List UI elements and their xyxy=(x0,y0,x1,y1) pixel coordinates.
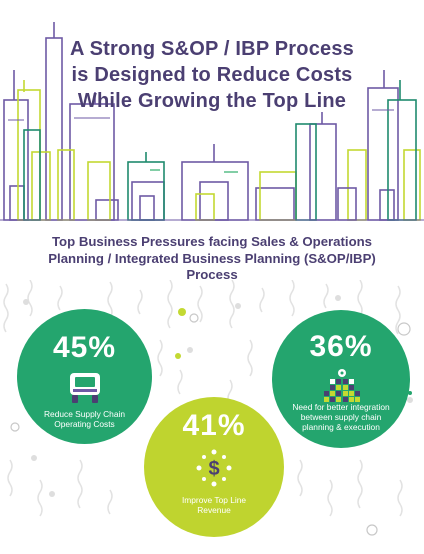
background-decoration xyxy=(3,280,413,536)
section-subtitle: Top Business Pressures facing Sales & Op… xyxy=(48,234,376,282)
title-line-1: A Strong S&OP / IBP Process xyxy=(69,38,354,60)
stat-label: Need for better integration between supp… xyxy=(292,402,390,432)
dollar-icon: $ xyxy=(196,449,232,487)
stat-label: Reduce Supply Chain Operating Costs xyxy=(43,409,125,429)
page-title: A Strong S&OP / IBP Process is Designed … xyxy=(0,36,424,114)
title-line-3: While Growing the Top Line xyxy=(77,90,347,112)
stat-value: 45% xyxy=(52,331,117,364)
stat-value: 41% xyxy=(182,409,246,442)
title-line-2: is Designed to Reduce Costs xyxy=(71,64,353,86)
svg-text:$: $ xyxy=(208,458,219,480)
stat-label: Improve Top Line Revenue xyxy=(181,495,247,515)
stat-circle-top-line-revenue: 41% $ Improve Top Line Revenue xyxy=(144,397,284,537)
stat-value: 36% xyxy=(309,330,373,363)
stat-circle-integration: 36% Need for xyxy=(272,310,410,448)
truck-icon xyxy=(70,373,100,403)
gear-blocks-icon xyxy=(324,369,360,402)
stat-circle-supply-chain-costs: 45% Reduce Supply Chain Operating Costs xyxy=(17,309,152,444)
city-skyline-illustration xyxy=(0,22,424,221)
